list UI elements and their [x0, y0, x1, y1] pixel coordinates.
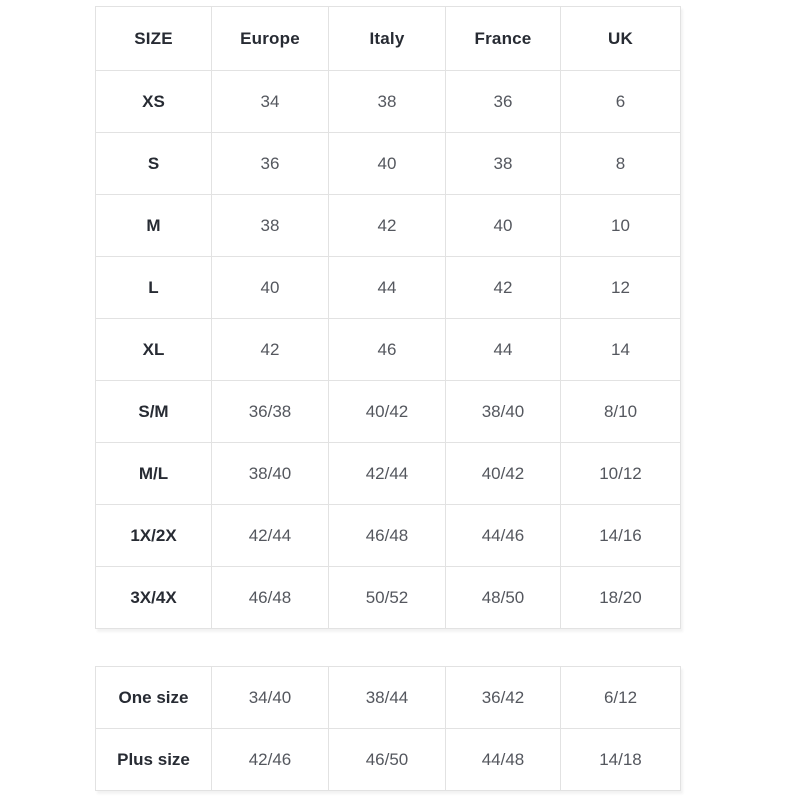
value-cell: 6/12 [560, 666, 681, 729]
size-label-cell: L [95, 256, 212, 319]
value-cell: 38/40 [445, 380, 561, 443]
value-cell: 12 [560, 256, 681, 319]
value-cell: 34/40 [211, 666, 329, 729]
size-label-cell: XS [95, 70, 212, 133]
value-cell: 38/44 [328, 666, 446, 729]
value-cell: 42 [328, 194, 446, 257]
value-cell: 46/48 [211, 566, 329, 629]
value-cell: 14/16 [560, 504, 681, 567]
value-cell: 48/50 [445, 566, 561, 629]
size-label-cell: Plus size [95, 728, 212, 791]
value-cell: 8/10 [560, 380, 681, 443]
table-row-3x4x: 3X/4X 46/48 50/52 48/50 18/20 [95, 566, 681, 629]
value-cell: 6 [560, 70, 681, 133]
table-row-plus-size: Plus size 42/46 46/50 44/48 14/18 [95, 728, 681, 791]
size-label-cell: XL [95, 318, 212, 381]
value-cell: 36 [445, 70, 561, 133]
size-label-cell: 1X/2X [95, 504, 212, 567]
table-row-xl: XL 42 46 44 14 [95, 318, 681, 381]
value-cell: 42/44 [211, 504, 329, 567]
value-cell: 44/46 [445, 504, 561, 567]
value-cell: 40/42 [445, 442, 561, 505]
value-cell: 18/20 [560, 566, 681, 629]
header-cell-size: SIZE [95, 6, 212, 71]
value-cell: 38/40 [211, 442, 329, 505]
size-label-cell: S [95, 132, 212, 195]
value-cell: 40 [328, 132, 446, 195]
value-cell: 14/18 [560, 728, 681, 791]
value-cell: 34 [211, 70, 329, 133]
header-row: SIZE Europe Italy France UK [95, 6, 681, 71]
header-cell-italy: Italy [328, 6, 446, 71]
value-cell: 42/46 [211, 728, 329, 791]
table-row-l: L 40 44 42 12 [95, 256, 681, 319]
value-cell: 40 [445, 194, 561, 257]
value-cell: 38 [328, 70, 446, 133]
special-sizes-table: One size 34/40 38/44 36/42 6/12 Plus siz… [95, 666, 681, 791]
header-cell-europe: Europe [211, 6, 329, 71]
value-cell: 40 [211, 256, 329, 319]
header-cell-france: France [445, 6, 561, 71]
size-label-cell: M/L [95, 442, 212, 505]
value-cell: 40/42 [328, 380, 446, 443]
value-cell: 50/52 [328, 566, 446, 629]
value-cell: 36 [211, 132, 329, 195]
value-cell: 44 [445, 318, 561, 381]
value-cell: 8 [560, 132, 681, 195]
value-cell: 10/12 [560, 442, 681, 505]
size-label-cell: 3X/4X [95, 566, 212, 629]
size-label-cell: S/M [95, 380, 212, 443]
value-cell: 38 [445, 132, 561, 195]
value-cell: 10 [560, 194, 681, 257]
value-cell: 46/50 [328, 728, 446, 791]
value-cell: 46 [328, 318, 446, 381]
value-cell: 46/48 [328, 504, 446, 567]
header-cell-uk: UK [560, 6, 681, 71]
table-row-one-size: One size 34/40 38/44 36/42 6/12 [95, 666, 681, 729]
value-cell: 42 [445, 256, 561, 319]
table-row-s: S 36 40 38 8 [95, 132, 681, 195]
value-cell: 38 [211, 194, 329, 257]
value-cell: 42 [211, 318, 329, 381]
value-cell: 36/38 [211, 380, 329, 443]
table-row-xs: XS 34 38 36 6 [95, 70, 681, 133]
value-cell: 44/48 [445, 728, 561, 791]
size-label-cell: M [95, 194, 212, 257]
size-label-cell: One size [95, 666, 212, 729]
size-conversion-table: SIZE Europe Italy France UK XS 34 38 36 … [95, 6, 681, 629]
table-row-1x2x: 1X/2X 42/44 46/48 44/46 14/16 [95, 504, 681, 567]
table-row-ml: M/L 38/40 42/44 40/42 10/12 [95, 442, 681, 505]
value-cell: 14 [560, 318, 681, 381]
table-row-m: M 38 42 40 10 [95, 194, 681, 257]
value-cell: 44 [328, 256, 446, 319]
value-cell: 42/44 [328, 442, 446, 505]
value-cell: 36/42 [445, 666, 561, 729]
table-row-sm: S/M 36/38 40/42 38/40 8/10 [95, 380, 681, 443]
